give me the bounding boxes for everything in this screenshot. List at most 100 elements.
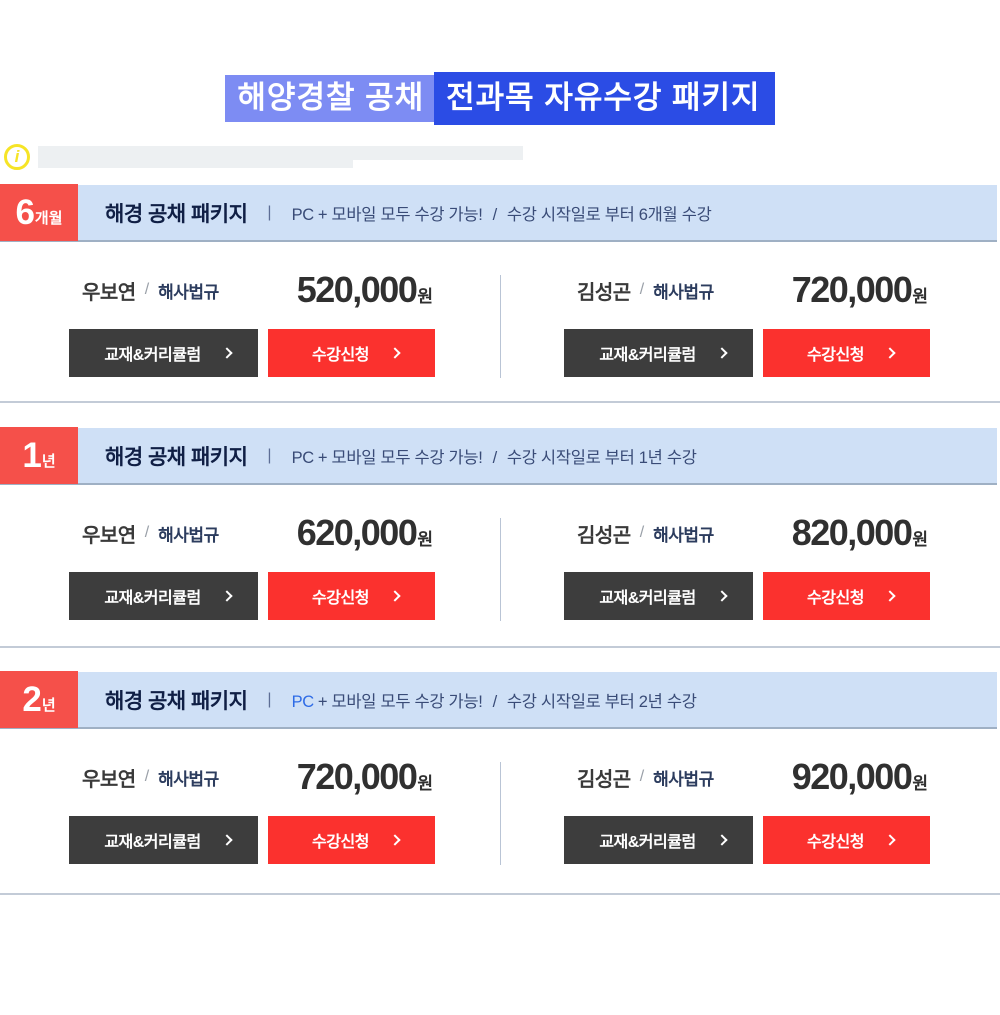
duration-text: 수강 시작일로 부터 6개월 수강: [506, 205, 712, 224]
instructor-slash: /: [144, 768, 150, 785]
won-suffix: 원: [417, 530, 433, 549]
offer-card: 김성곤 / 해사법규 920,000 원 교재&커리큘럼 수강신청: [564, 729, 930, 864]
curriculum-button-label: 교재&커리큘럼: [599, 834, 696, 851]
section-body: 우보연 / 해사법규 520,000 원 교재&커리큘럼 수강신청: [0, 242, 1000, 403]
register-button[interactable]: 수강신청: [268, 816, 435, 864]
curriculum-button-label: 교재&커리큘럼: [104, 347, 201, 364]
offer-buttons: 교재&커리큘럼 수강신청: [564, 572, 930, 620]
register-button-label: 수강신청: [807, 834, 864, 851]
curriculum-button[interactable]: 교재&커리큘럼: [69, 572, 258, 620]
availability-text: + 모바일 모두 수강 가능!: [317, 205, 483, 224]
notice-placeholder-bar: [38, 146, 523, 160]
chevron-right-icon: [716, 834, 728, 846]
chevron-right-icon: [221, 590, 233, 602]
curriculum-button[interactable]: 교재&커리큘럼: [69, 816, 258, 864]
won-suffix: 원: [912, 774, 928, 793]
offer-card: 김성곤 / 해사법규 820,000 원 교재&커리큘럼 수강신청: [564, 485, 930, 620]
section-info: PC + 모바일 모두 수강 가능! / 수강 시작일로 부터 6개월 수강: [292, 201, 712, 225]
price-value: 820,000: [791, 512, 913, 553]
badge-number: 6: [15, 193, 35, 232]
subject-name: 해사법규: [653, 525, 714, 545]
price: 720,000 원: [792, 269, 928, 311]
price-value: 920,000: [791, 756, 913, 797]
register-button[interactable]: 수강신청: [763, 816, 930, 864]
offer-info: 김성곤 / 해사법규 720,000 원: [564, 269, 930, 311]
curriculum-button-label: 교재&커리큘럼: [104, 590, 201, 607]
offer-buttons: 교재&커리큘럼 수강신청: [564, 329, 930, 377]
price: 820,000 원: [792, 512, 928, 554]
vertical-divider: [500, 518, 501, 621]
chevron-right-icon: [221, 834, 233, 846]
register-button[interactable]: 수강신청: [268, 329, 435, 377]
price: 720,000 원: [297, 756, 433, 798]
curriculum-button[interactable]: 교재&커리큘럼: [564, 572, 753, 620]
badge-unit: 개월: [34, 210, 63, 227]
availability-text: + 모바일 모두 수강 가능!: [317, 448, 483, 467]
register-button[interactable]: 수강신청: [268, 572, 435, 620]
chevron-right-icon: [884, 347, 896, 359]
info-slash: /: [492, 448, 498, 467]
offer-info: 김성곤 / 해사법규 820,000 원: [564, 512, 930, 554]
register-button-label: 수강신청: [312, 590, 369, 607]
availability-pc: PC: [291, 448, 315, 467]
notice-row: i: [4, 143, 523, 170]
curriculum-button-label: 교재&커리큘럼: [104, 834, 201, 851]
curriculum-button-label: 교재&커리큘럼: [599, 590, 696, 607]
package-section-6months: 6 개월 해경 공채 패키지 | PC + 모바일 모두 수강 가능! / 수강 시작…: [0, 184, 1000, 403]
instructor-name: 김성곤: [577, 524, 631, 547]
section-body: 우보연 / 해사법규 720,000 원 교재&커리큘럼 수강신청: [0, 729, 1000, 895]
register-button-label: 수강신청: [807, 347, 864, 364]
curriculum-button[interactable]: 교재&커리큘럼: [564, 816, 753, 864]
won-suffix: 원: [912, 530, 928, 549]
subject-name: 해사법규: [653, 282, 714, 302]
price-value: 620,000: [296, 512, 418, 553]
badge-unit: 년: [41, 453, 56, 470]
offer-card: 김성곤 / 해사법규 720,000 원 교재&커리큘럼 수강신청: [564, 242, 930, 377]
separator: |: [267, 446, 272, 464]
instructor-name: 우보연: [82, 524, 136, 547]
package-section-1year: 1 년 해경 공채 패키지 | PC + 모바일 모두 수강 가능! / 수강 시작일…: [0, 427, 1000, 648]
offer-info: 우보연 / 해사법규 620,000 원: [69, 512, 435, 554]
offer-info: 우보연 / 해사법규 520,000 원: [69, 269, 435, 311]
chevron-right-icon: [716, 590, 728, 602]
instructor-name: 김성곤: [577, 768, 631, 791]
section-info: PC + 모바일 모두 수강 가능! / 수강 시작일로 부터 1년 수강: [292, 444, 697, 468]
won-suffix: 원: [912, 287, 928, 306]
page-title: 해양경찰 공채 전과목 자유수강 패키지: [0, 72, 1000, 125]
instructor-slash: /: [144, 281, 150, 298]
availability-text: + 모바일 모두 수강 가능!: [317, 692, 483, 711]
badge-number: 1: [22, 436, 42, 475]
section-header: 6 개월 해경 공채 패키지 | PC + 모바일 모두 수강 가능! / 수강 시작…: [0, 184, 997, 242]
offer-info: 우보연 / 해사법규 720,000 원: [69, 756, 435, 798]
section-title: 해경 공채 패키지: [105, 202, 248, 226]
subject-name: 해사법규: [653, 769, 714, 789]
register-button[interactable]: 수강신청: [763, 329, 930, 377]
badge-unit: 년: [41, 697, 56, 714]
price-value: 520,000: [296, 269, 418, 310]
duration-badge: 6 개월: [0, 184, 78, 241]
instructor-slash: /: [639, 768, 645, 785]
instructor-name: 우보연: [82, 768, 136, 791]
section-body: 우보연 / 해사법규 620,000 원 교재&커리큘럼 수강신청: [0, 485, 1000, 648]
curriculum-button[interactable]: 교재&커리큘럼: [69, 329, 258, 377]
availability-pc: PC: [291, 205, 315, 224]
price-value: 720,000: [296, 756, 418, 797]
price: 920,000 원: [792, 756, 928, 798]
price-value: 720,000: [791, 269, 913, 310]
section-header: 1 년 해경 공채 패키지 | PC + 모바일 모두 수강 가능! / 수강 시작일…: [0, 427, 997, 485]
price: 620,000 원: [297, 512, 433, 554]
instructor-slash: /: [639, 281, 645, 298]
chevron-right-icon: [884, 590, 896, 602]
vertical-divider: [500, 275, 501, 378]
section-title: 해경 공채 패키지: [105, 689, 248, 713]
instructor-slash: /: [639, 524, 645, 541]
section-info: PC + 모바일 모두 수강 가능! / 수강 시작일로 부터 2년 수강: [292, 688, 697, 712]
package-section-2years: 2 년 해경 공채 패키지 | PC + 모바일 모두 수강 가능! / 수강 시작일…: [0, 671, 1000, 895]
curriculum-button[interactable]: 교재&커리큘럼: [564, 329, 753, 377]
register-button[interactable]: 수강신청: [763, 572, 930, 620]
offer-buttons: 교재&커리큘럼 수강신청: [69, 329, 435, 377]
offer-buttons: 교재&커리큘럼 수강신청: [69, 572, 435, 620]
duration-text: 수강 시작일로 부터 1년 수강: [506, 448, 697, 467]
notice-placeholder: [38, 143, 523, 168]
page-title-highlight-dark: 전과목 자유수강 패키지: [434, 72, 775, 125]
